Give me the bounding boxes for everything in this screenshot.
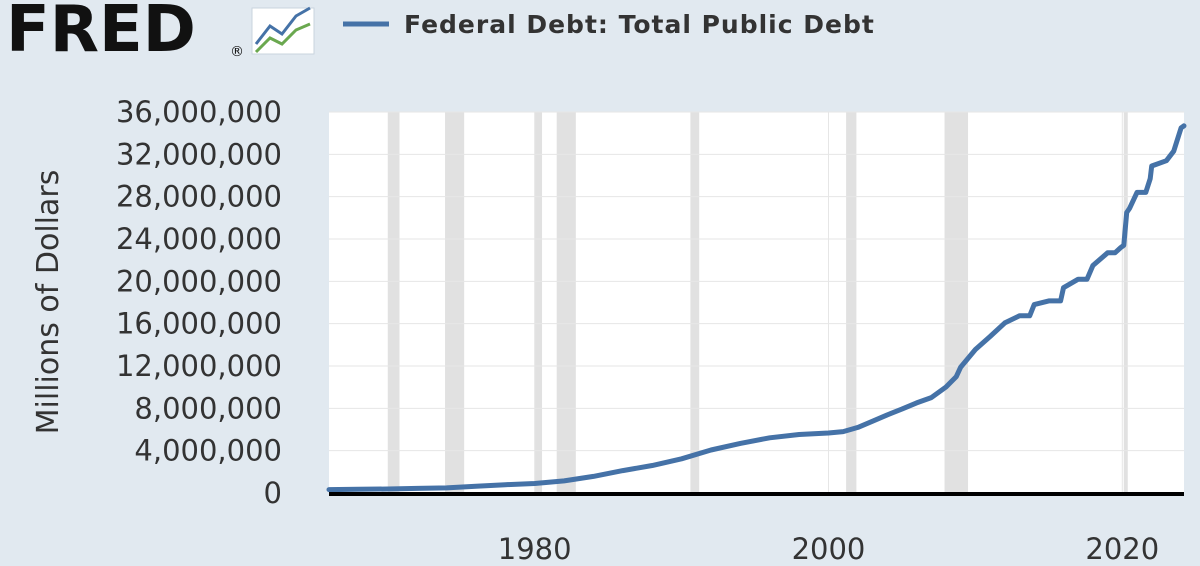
x-tick-label-0: 1980 xyxy=(498,532,572,566)
y-axis-tick-labels: 0 4,000,000 8,000,000 12,000,000 16,000,000 2… xyxy=(116,95,282,510)
recession-band-6 xyxy=(944,112,969,493)
recession-band-2 xyxy=(534,112,543,493)
y-tick-label-1: 4,000,000 xyxy=(134,434,282,468)
recession-band-7 xyxy=(1123,112,1128,493)
recession-band-3 xyxy=(556,112,576,493)
y-tick-label-7: 28,000,000 xyxy=(116,180,282,214)
x-tick-label-1: 2000 xyxy=(792,532,866,566)
series-line-total-public-debt xyxy=(326,123,1187,493)
registered-mark: ® xyxy=(230,44,244,60)
recession-shading xyxy=(387,112,1128,493)
recession-band-4 xyxy=(690,112,700,493)
y-tick-label-4: 16,000,000 xyxy=(116,307,282,341)
legend-label: Federal Debt: Total Public Debt xyxy=(404,10,875,39)
y-tick-label-6: 24,000,000 xyxy=(116,222,282,256)
recession-band-0 xyxy=(387,112,400,493)
y-tick-label-3: 12,000,000 xyxy=(116,349,282,383)
y-tick-label-2: 8,000,000 xyxy=(134,391,282,425)
y-tick-label-5: 20,000,000 xyxy=(116,264,282,298)
fred-line-chart-icon xyxy=(251,6,315,55)
y-tick-label-0: 0 xyxy=(264,476,282,510)
x-tick-label-2: 2020 xyxy=(1085,532,1159,566)
y-axis-title: Millions of Dollars xyxy=(31,170,66,435)
y-tick-label-9: 36,000,000 xyxy=(116,95,282,129)
legend: Federal Debt: Total Public Debt xyxy=(343,10,875,39)
recession-band-5 xyxy=(846,112,857,493)
fred-logo-text: FRED xyxy=(6,0,196,67)
x-axis-tick-labels: 1980 2000 2020 xyxy=(498,532,1159,566)
recession-band-1 xyxy=(445,112,465,493)
gridlines xyxy=(329,111,1184,493)
y-tick-label-8: 32,000,000 xyxy=(116,137,282,171)
fred-logo[interactable]: FRED ® xyxy=(6,0,315,67)
